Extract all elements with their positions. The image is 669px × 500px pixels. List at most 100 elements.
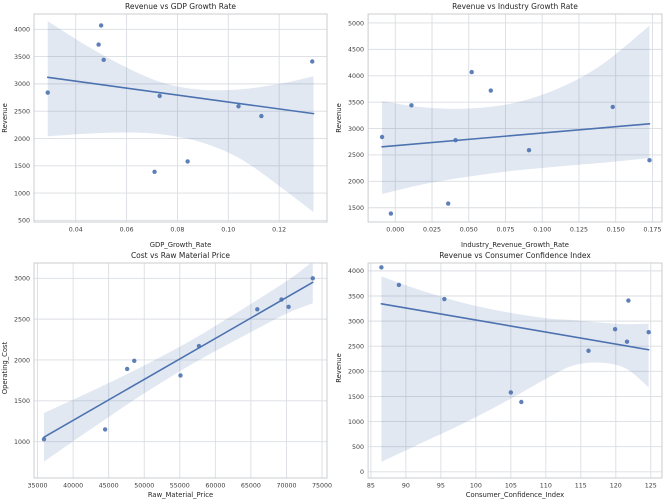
x-tick-label: 0.050 bbox=[460, 227, 478, 234]
data-point bbox=[196, 343, 202, 349]
chart-title: Revenue vs Industry Growth Rate bbox=[452, 2, 578, 11]
x-tick-label: 0.08 bbox=[170, 227, 184, 234]
data-point bbox=[45, 90, 50, 95]
y-tick-label: 2500 bbox=[348, 344, 364, 351]
x-tick-label: 50000 bbox=[134, 483, 154, 490]
data-point bbox=[586, 348, 591, 353]
y-axis-label: Operating_Cost bbox=[1, 341, 9, 394]
regression-line bbox=[380, 302, 650, 351]
x-tick-label: 70000 bbox=[276, 483, 296, 490]
y-tick-label: 2500 bbox=[14, 108, 30, 115]
data-point bbox=[379, 134, 385, 140]
revenue-gdp-plot: 0.04 0.06 0.08 0.10 0.12 500 1000 1500 2000 2500 3… bbox=[14, 13, 328, 234]
chart-title: Cost vs Raw Material Price bbox=[130, 251, 231, 260]
data-point bbox=[442, 296, 447, 302]
y-tick-label: 3500 bbox=[348, 293, 364, 300]
x-tick-label: 40000 bbox=[63, 483, 83, 490]
axes-border bbox=[367, 13, 663, 223]
data-point bbox=[157, 93, 162, 99]
confidence-band bbox=[381, 276, 649, 462]
y-tick-label: 5000 bbox=[348, 20, 364, 27]
subplot-revenue-vs-industry-growth: 0.000 0.025 0.050 0.075 0.100 0.125 0.150 0.175… bbox=[334, 0, 669, 250]
x-axis-label: Industry_Revenue_Growth_Rate bbox=[461, 241, 569, 249]
x-tick-label: 85 bbox=[367, 483, 375, 490]
y-tick-label: 4000 bbox=[348, 268, 364, 275]
x-tick-label: 125 bbox=[645, 483, 657, 490]
data-point bbox=[409, 103, 414, 108]
data-point bbox=[185, 159, 190, 164]
x-tick-label: 55000 bbox=[170, 483, 190, 490]
x-tick-label: 90 bbox=[402, 483, 410, 490]
x-tick-label: 0.10 bbox=[221, 227, 235, 234]
x-tick-label: 0.025 bbox=[423, 227, 441, 234]
data-point bbox=[98, 23, 104, 28]
revenue-confidence-plot: 85 90 95 100 105 110 115 120 125 0 500 1000 1500 2000… bbox=[348, 262, 663, 490]
x-tick-label: 0.06 bbox=[120, 227, 134, 234]
y-tick-label: 1500 bbox=[14, 163, 30, 170]
x-tick-label: 110 bbox=[540, 483, 552, 490]
cost-raw-material-plot: 35000 40000 45000 50000 55000 60000 65000 70000… bbox=[14, 262, 332, 490]
axes-border bbox=[367, 262, 663, 479]
data-point bbox=[152, 169, 157, 174]
x-tick-label: 75000 bbox=[312, 483, 332, 490]
y-tick-label: 500 bbox=[352, 444, 364, 451]
revenue-industry-plot: 0.000 0.025 0.050 0.075 0.100 0.125 0.150 0.175… bbox=[348, 13, 663, 234]
data-point bbox=[647, 158, 652, 163]
data-point bbox=[255, 307, 260, 312]
data-point bbox=[132, 358, 137, 363]
x-tick-label: 0.125 bbox=[570, 227, 588, 234]
data-point bbox=[310, 276, 315, 281]
y-tick-label: 4500 bbox=[348, 47, 364, 54]
data-point bbox=[102, 427, 108, 432]
chart-title: Revenue vs GDP Growth Rate bbox=[125, 2, 236, 11]
data-point bbox=[96, 42, 101, 47]
data-point bbox=[519, 399, 524, 405]
y-tick-label: 2000 bbox=[348, 369, 364, 376]
data-point bbox=[526, 148, 532, 153]
x-tick-label: 0.000 bbox=[386, 227, 404, 234]
data-point bbox=[508, 390, 514, 395]
y-tick-label: 1000 bbox=[14, 190, 30, 197]
y-tick-label: 1500 bbox=[14, 398, 30, 405]
y-axis-label: Revenue bbox=[1, 102, 9, 133]
data-point bbox=[626, 298, 631, 303]
x-tick-label: 60000 bbox=[205, 483, 225, 490]
x-axis-label: Consumer_Confidence_Index bbox=[465, 491, 565, 499]
x-tick-label: 65000 bbox=[241, 483, 261, 490]
data-point bbox=[610, 104, 615, 110]
subplot-cost-vs-raw-material: 35000 40000 45000 50000 55000 60000 65000 70000… bbox=[0, 250, 334, 500]
x-tick-label: 35000 bbox=[28, 483, 48, 490]
y-tick-label: 2000 bbox=[14, 357, 30, 364]
confidence-band bbox=[382, 25, 650, 194]
y-tick-label: 3500 bbox=[348, 99, 364, 106]
data-point bbox=[379, 265, 384, 270]
data-point bbox=[388, 211, 394, 216]
data-point bbox=[445, 201, 451, 206]
y-tick-label: 4000 bbox=[348, 73, 364, 80]
x-tick-label: 0.12 bbox=[272, 227, 286, 234]
y-tick-label: 2500 bbox=[348, 152, 364, 159]
confidence-band bbox=[47, 21, 314, 213]
data-point bbox=[279, 297, 284, 302]
subplot-revenue-vs-consumer-confidence: 85 90 95 100 105 110 115 120 125 0 500 1000 1500 2000… bbox=[334, 250, 669, 500]
y-tick-label: 2500 bbox=[14, 316, 30, 323]
y-axis-label: Revenue bbox=[335, 102, 343, 133]
data-point bbox=[624, 339, 630, 344]
x-tick-label: 0.175 bbox=[643, 227, 661, 234]
data-point bbox=[646, 329, 651, 335]
x-tick-label: 120 bbox=[610, 483, 622, 490]
y-tick-label: 1500 bbox=[348, 394, 364, 401]
axes-border bbox=[33, 13, 328, 223]
data-point bbox=[41, 436, 47, 442]
data-point bbox=[178, 373, 183, 378]
subplot-revenue-vs-gdp-growth: 0.04 0.06 0.08 0.10 0.12 500 1000 1500 2000 2500 3… bbox=[0, 0, 334, 250]
regression-line bbox=[43, 281, 314, 438]
y-tick-label: 1000 bbox=[14, 439, 30, 446]
x-axis-label: Raw_Material_Price bbox=[147, 491, 214, 499]
data-point bbox=[286, 304, 291, 310]
y-tick-label: 2000 bbox=[348, 179, 364, 186]
chart-title: Revenue vs Consumer Confidence Index bbox=[439, 251, 591, 260]
y-tick-label: 3000 bbox=[14, 276, 30, 283]
y-tick-label: 0 bbox=[360, 469, 364, 476]
